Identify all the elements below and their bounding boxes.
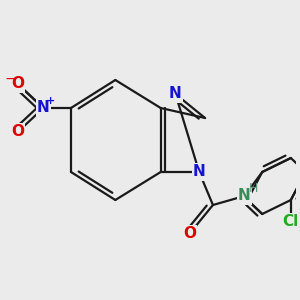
Text: N: N [169, 86, 182, 101]
Text: H: H [249, 182, 258, 196]
Text: +: + [46, 96, 55, 106]
Text: N: N [37, 100, 50, 116]
Text: O: O [183, 226, 196, 242]
Text: −: − [4, 72, 16, 86]
Text: N: N [238, 188, 251, 203]
Text: O: O [11, 76, 24, 92]
Text: N: N [193, 164, 206, 179]
Text: O: O [11, 124, 24, 140]
Text: Cl: Cl [283, 214, 299, 230]
